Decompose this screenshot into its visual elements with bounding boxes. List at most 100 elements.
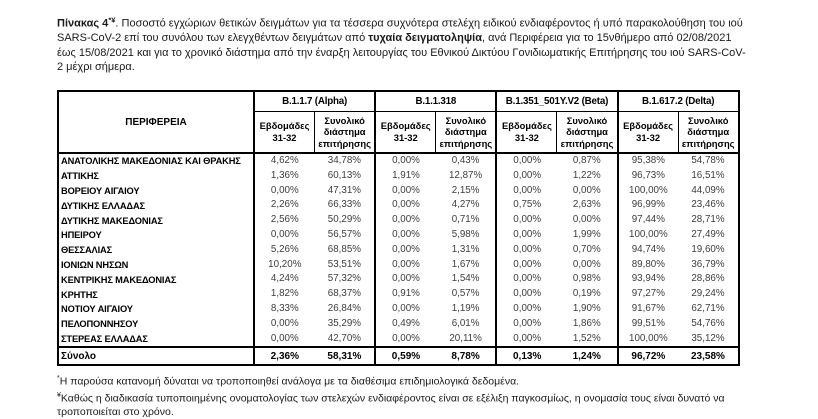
value-cell: 2,63% (572, 199, 601, 211)
value-cell: 0,75% (495, 198, 557, 214)
subheaders-row: Εβδομάδες 31-32 Συνολικό διάστημα επιτήρ… (58, 111, 739, 155)
value-cell: 47,31% (327, 184, 361, 196)
region-name: ΙΟΝΙΩΝ ΝΗΣΩΝ (58, 257, 255, 273)
value-cell: 1,54% (451, 273, 480, 285)
value-cell: 1,99% (572, 229, 601, 241)
variant-header-alpha: B.1.1.7 (Alpha) (252, 91, 376, 112)
value-cell: 54,78% (691, 155, 725, 167)
value-cell: 29,24% (691, 288, 725, 300)
value-cell: 0,00% (495, 228, 557, 243)
caption-table-number: Πίνακας 4 (57, 17, 109, 30)
value-cell: 4,27% (451, 199, 480, 211)
value-cell: 10,20% (253, 257, 315, 273)
value-cell: 34,78% (327, 155, 361, 167)
value-cell: 0,00% (495, 168, 557, 184)
value-cell: 0,00% (495, 316, 557, 332)
footnote-distribution: *Η παρούσα κατανομή δύναται να τροποποιη… (57, 372, 757, 389)
region-name: ΝΟΤΙΟΥ ΑΙΓΑΙΟΥ (58, 302, 255, 317)
region-name: ΔΥΤΙΚΗΣ ΜΑΚΕΔΟΝΙΑΣ (58, 213, 255, 229)
total-row-label: Σύνολο (58, 346, 255, 366)
value-cell: 0,00% (253, 228, 315, 243)
variant-header-delta: B.1.617.2 (Delta) (616, 91, 739, 112)
region-row: ΘΕΣΣΑΛΙΑΣ 5,26% 68,85% 0,00% 1,31% 0,00% 0,70%… (58, 242, 739, 258)
value-cell: 0,57% (451, 288, 480, 300)
value-cell: 4,24% (253, 272, 315, 288)
value-cell: 20,11% (449, 332, 482, 344)
value-cell: 0,00% (374, 272, 436, 288)
subheader-weeks-beta: Εβδομάδες 31-32 (495, 111, 558, 155)
value-cell: 2,15% (451, 184, 480, 196)
subheader-total-b11318: Συνολικό διάστημα επιτήρησης (435, 111, 497, 155)
region-name: ΑΝΑΤΟΛΙΚΗΣ ΜΑΚΕΔΟΝΙΑΣ ΚΑΙ ΘΡΑΚΗΣ (58, 153, 255, 169)
value-cell: 27,49% (691, 229, 725, 241)
value-cell: 1,22% (572, 169, 601, 181)
value-cell: 60,13% (327, 169, 361, 181)
value-cell: 68,85% (327, 243, 361, 255)
value-cell: 0,70% (572, 243, 601, 255)
value-cell: 28,86% (691, 273, 725, 285)
value-cell: 0,00% (495, 272, 557, 288)
value-cell: 8,33% (253, 302, 315, 317)
region-name: ΣΤΕΡΕΑΣ ΕΛΛΑΔΑΣ (58, 331, 255, 348)
value-cell: 95,38% (616, 153, 679, 169)
region-row: ΠΕΛΟΠΟΝΝΗΣΟΥ 0,00% 35,29% 0,49% 6,01% 0,00% 1,… (58, 316, 739, 332)
total-value-cell: 96,72% (616, 346, 679, 366)
value-cell: 0,00% (253, 316, 315, 332)
region-name: ΔΥΤΙΚΗΣ ΕΛΛΑΔΑΣ (58, 198, 255, 214)
value-cell: 4,62% (253, 153, 315, 169)
value-cell: 42,70% (327, 332, 361, 344)
value-cell: 0,98% (572, 273, 601, 285)
region-row: ΑΤΤΙΚΗΣ 1,36% 60,13% 1,91% 12,87% 0,00% 1,22% 9… (58, 168, 739, 184)
region-row: ΗΠΕΙΡΟΥ 0,00% 56,57% 0,00% 5,98% 0,00% 1,99% 10… (58, 228, 739, 243)
total-value-cell: 23,58% (678, 346, 739, 366)
value-cell: 0,00% (374, 183, 436, 199)
value-cell: 0,00% (374, 242, 436, 258)
subheader-total-alpha: Συνολικό διάστημα επιτήρησης (314, 111, 376, 155)
footnote-yen-marker: ¥ (57, 392, 61, 400)
value-cell: 94,74% (616, 242, 679, 258)
region-name: ΑΤΤΙΚΗΣ (58, 168, 255, 184)
table-caption: Πίνακας 4*¥. Ποσοστό εγχώριων θετικών δε… (57, 13, 751, 75)
footnotes: *Η παρούσα κατανομή δύναται να τροποποιη… (57, 372, 757, 419)
value-cell: 6,01% (451, 317, 480, 329)
region-column-header: ΠΕΡΙΦΕΡΕΙΑ (58, 91, 255, 155)
value-cell: 1,86% (572, 317, 601, 329)
value-cell: 0,43% (451, 155, 480, 167)
value-cell: 28,71% (691, 214, 725, 226)
value-cell: 26,84% (327, 303, 361, 314)
value-cell: 0,00% (572, 214, 601, 226)
caption-superscript-markers: *¥ (108, 15, 116, 24)
caption-text-1: . Ποσοστό εγχώριων θετικών δειγμάτων για… (57, 17, 743, 45)
value-cell: 56,57% (327, 229, 361, 241)
region-row: ΚΡΗΤΗΣ 1,82% 68,37% 0,91% 0,57% 0,00% 0,19% 97,… (58, 287, 739, 302)
region-row: ΝΟΤΙΟΥ ΑΙΓΑΙΟΥ 8,33% 26,84% 0,00% 1,19% 0,00%… (58, 302, 739, 317)
value-cell: 0,00% (374, 228, 436, 243)
value-cell: 5,98% (451, 229, 480, 241)
value-cell: 1,91% (374, 168, 436, 184)
region-row: ΑΝΑΤΟΛΙΚΗΣ ΜΑΚΕΔΟΝΙΑΣ ΚΑΙ ΘΡΑΚΗΣ 4,62% 34,… (58, 153, 739, 169)
value-cell: 0,87% (572, 155, 601, 167)
value-cell: 66,33% (327, 199, 361, 211)
value-cell: 35,29% (327, 317, 361, 329)
value-cell: 0,00% (253, 331, 315, 348)
footnote-asterisk-marker: * (57, 375, 60, 383)
value-cell: 0,00% (572, 184, 601, 196)
subheader-weeks-delta: Εβδομάδες 31-32 (616, 111, 679, 155)
region-row: ΣΤΕΡΕΑΣ ΕΛΛΑΔΑΣ 0,00% 42,70% 0,00% 20,11% 0,0… (58, 331, 739, 348)
region-row: ΔΥΤΙΚΗΣ ΜΑΚΕΔΟΝΙΑΣ 2,56% 50,29% 0,00% 0,71% 0… (58, 213, 739, 229)
value-cell: 97,27% (616, 287, 679, 302)
value-cell: 0,00% (374, 302, 436, 317)
value-cell: 23,46% (691, 199, 725, 211)
value-cell: 93,94% (616, 272, 679, 288)
value-cell: 99,51% (616, 316, 679, 332)
value-cell: 19,60% (691, 243, 725, 255)
total-row: Σύνολο 2,36% 58,31% 0,59% 8,78% 0,13% 1,… (58, 346, 739, 366)
value-cell: 0,00% (374, 153, 436, 169)
value-cell: 91,67% (616, 302, 679, 317)
value-cell: 1,31% (451, 243, 480, 255)
region-name: ΗΠΕΙΡΟΥ (58, 228, 255, 243)
value-cell: 0,00% (495, 183, 557, 199)
variant-header-beta: B.1.351_501Y.V2 (Beta) (495, 91, 618, 112)
total-value-cell: 0,59% (374, 346, 436, 366)
